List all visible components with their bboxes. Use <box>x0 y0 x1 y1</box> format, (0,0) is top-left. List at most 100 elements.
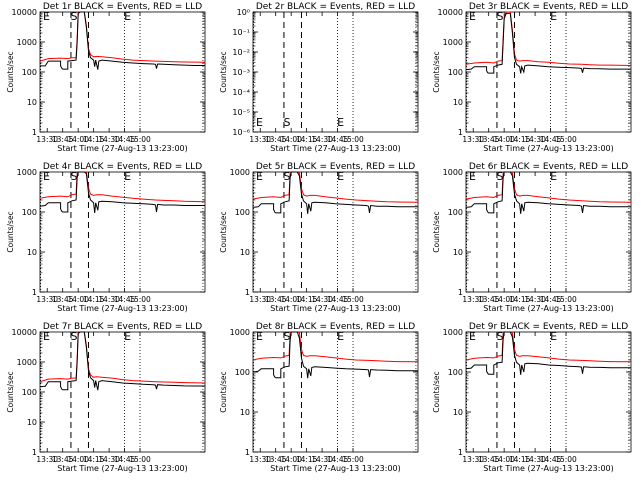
y-tick-label: 1000 <box>443 328 463 337</box>
x-tick-label: 13:30 <box>462 295 484 304</box>
x-tick-label: 13:30 <box>249 295 271 304</box>
end-marker-label: E <box>469 170 476 183</box>
x-tick-label: 15:00 <box>129 455 151 464</box>
panel-title: Det 9r BLACK = Events, RED = LLD <box>469 322 628 332</box>
x-tick-label: 14:00 <box>493 455 515 464</box>
x-tick-label: 15:00 <box>555 295 577 304</box>
y-tick-label: 10 <box>453 408 463 417</box>
x-tick-label: 14:30 <box>311 455 333 464</box>
y-tick-label: 100 <box>22 208 37 217</box>
x-tick-label: 13:45 <box>265 135 287 144</box>
x-tick-label: 15:00 <box>555 455 577 464</box>
end-marker-label: E <box>550 170 557 183</box>
start-marker-label: S <box>284 170 291 183</box>
x-tick-label: 13:45 <box>265 455 287 464</box>
end-marker-label: E <box>550 10 557 23</box>
panel-5: Det 5r BLACK = Events, RED = LLD 1 10 100 10… <box>219 162 419 313</box>
plot-frame <box>465 11 632 133</box>
x-axis-label: Start Time (27-Aug-13 13:23:00) <box>483 144 614 153</box>
panel-6: Det 6r BLACK = Events, RED = LLD 1 10 100 10… <box>432 162 632 313</box>
y-axis-label: Counts/sec <box>6 211 15 252</box>
y-tick-label: 1000 <box>230 168 250 177</box>
x-tick-label: 15:00 <box>129 135 151 144</box>
y-tick-label: 1 <box>245 448 250 457</box>
series-lld-line <box>39 331 206 384</box>
series-lld-line <box>39 171 206 203</box>
panel-title: Det 6r BLACK = Events, RED = LLD <box>469 162 628 172</box>
plot-frame <box>465 331 632 453</box>
x-tick-label: 15:00 <box>342 135 364 144</box>
x-tick-label: 13:30 <box>36 455 58 464</box>
y-tick-label: 1000 <box>17 358 37 367</box>
y-tick-label: 1 <box>458 128 463 137</box>
x-tick-label: 13:30 <box>462 455 484 464</box>
start-marker-label: S <box>71 10 78 23</box>
x-tick-label: 14:00 <box>280 295 302 304</box>
plot-frame <box>252 331 419 453</box>
panel-3: Det 3r BLACK = Events, RED = LLD 1 10 100 10… <box>432 2 632 153</box>
y-axis-label: Counts/sec <box>6 371 15 412</box>
x-tick-label: 14:15 <box>509 295 531 304</box>
x-tick-label: 14:45 <box>114 455 136 464</box>
x-tick-label: 14:30 <box>98 295 120 304</box>
x-axis-label: Start Time (27-Aug-13 13:23:00) <box>57 144 188 153</box>
panel-title: Det 8r BLACK = Events, RED = LLD <box>256 322 415 332</box>
y-axis-label: Counts/sec <box>219 371 228 412</box>
y-tick-label: 1 <box>32 128 37 137</box>
y-tick-label: 10⁻³ <box>232 68 250 77</box>
start-marker-label: S <box>71 330 78 343</box>
end-marker-label: E <box>469 330 476 343</box>
x-tick-label: 14:15 <box>83 455 105 464</box>
series-lld-line <box>465 171 632 203</box>
x-axis-label: Start Time (27-Aug-13 13:23:00) <box>57 304 188 313</box>
x-tick-label: 15:00 <box>342 455 364 464</box>
x-tick-label: 14:00 <box>67 455 89 464</box>
panel-8: Det 8r BLACK = Events, RED = LLD 1 10 100 10… <box>219 322 419 473</box>
x-tick-label: 14:00 <box>280 135 302 144</box>
plot-frame <box>252 11 419 133</box>
start-marker-label: S <box>284 330 291 343</box>
x-tick-label: 14:45 <box>327 135 349 144</box>
end-marker-label: E <box>256 330 263 343</box>
x-tick-label: 14:15 <box>83 135 105 144</box>
y-tick-label: 100 <box>448 208 463 217</box>
x-tick-label: 14:45 <box>540 135 562 144</box>
x-tick-label: 13:30 <box>249 455 271 464</box>
y-tick-label: 1000 <box>443 38 463 47</box>
y-tick-label: 100 <box>235 208 250 217</box>
x-tick-label: 14:15 <box>296 455 318 464</box>
plot-frame <box>39 171 206 293</box>
panel-title: Det 2r BLACK = Events, RED = LLD <box>256 2 415 12</box>
x-tick-label: 14:45 <box>540 295 562 304</box>
series-lld-line <box>39 11 206 63</box>
y-tick-label: 100 <box>448 368 463 377</box>
y-tick-label: 10 <box>27 248 37 257</box>
panel-title: Det 4r BLACK = Events, RED = LLD <box>43 162 202 172</box>
x-tick-label: 13:45 <box>478 135 500 144</box>
x-tick-label: 15:00 <box>342 295 364 304</box>
y-tick-label: 10⁻⁴ <box>232 88 250 97</box>
x-tick-label: 14:15 <box>296 295 318 304</box>
plot-frame <box>252 171 419 293</box>
y-tick-label: 10 <box>453 248 463 257</box>
series-lld-line <box>465 11 632 66</box>
x-tick-label: 13:45 <box>478 455 500 464</box>
plot-frame <box>39 331 206 453</box>
y-tick-label: 10000 <box>438 8 463 17</box>
x-axis-label: Start Time (27-Aug-13 13:23:00) <box>270 304 401 313</box>
y-axis-label: Counts/sec <box>432 371 441 412</box>
y-tick-label: 1 <box>32 288 37 297</box>
plot-frame <box>39 11 206 133</box>
end-marker-label: E <box>469 10 476 23</box>
series-events-line <box>40 11 205 70</box>
y-tick-label: 10 <box>240 248 250 257</box>
x-tick-label: 14:30 <box>98 135 120 144</box>
y-tick-label: 10 <box>27 98 37 107</box>
y-tick-label: 1 <box>458 288 463 297</box>
y-tick-label: 10⁻⁶ <box>232 128 250 137</box>
end-marker-label: E <box>256 116 263 129</box>
series-events-line <box>465 331 631 375</box>
x-tick-label: 14:00 <box>493 295 515 304</box>
end-marker-label: E <box>43 330 50 343</box>
